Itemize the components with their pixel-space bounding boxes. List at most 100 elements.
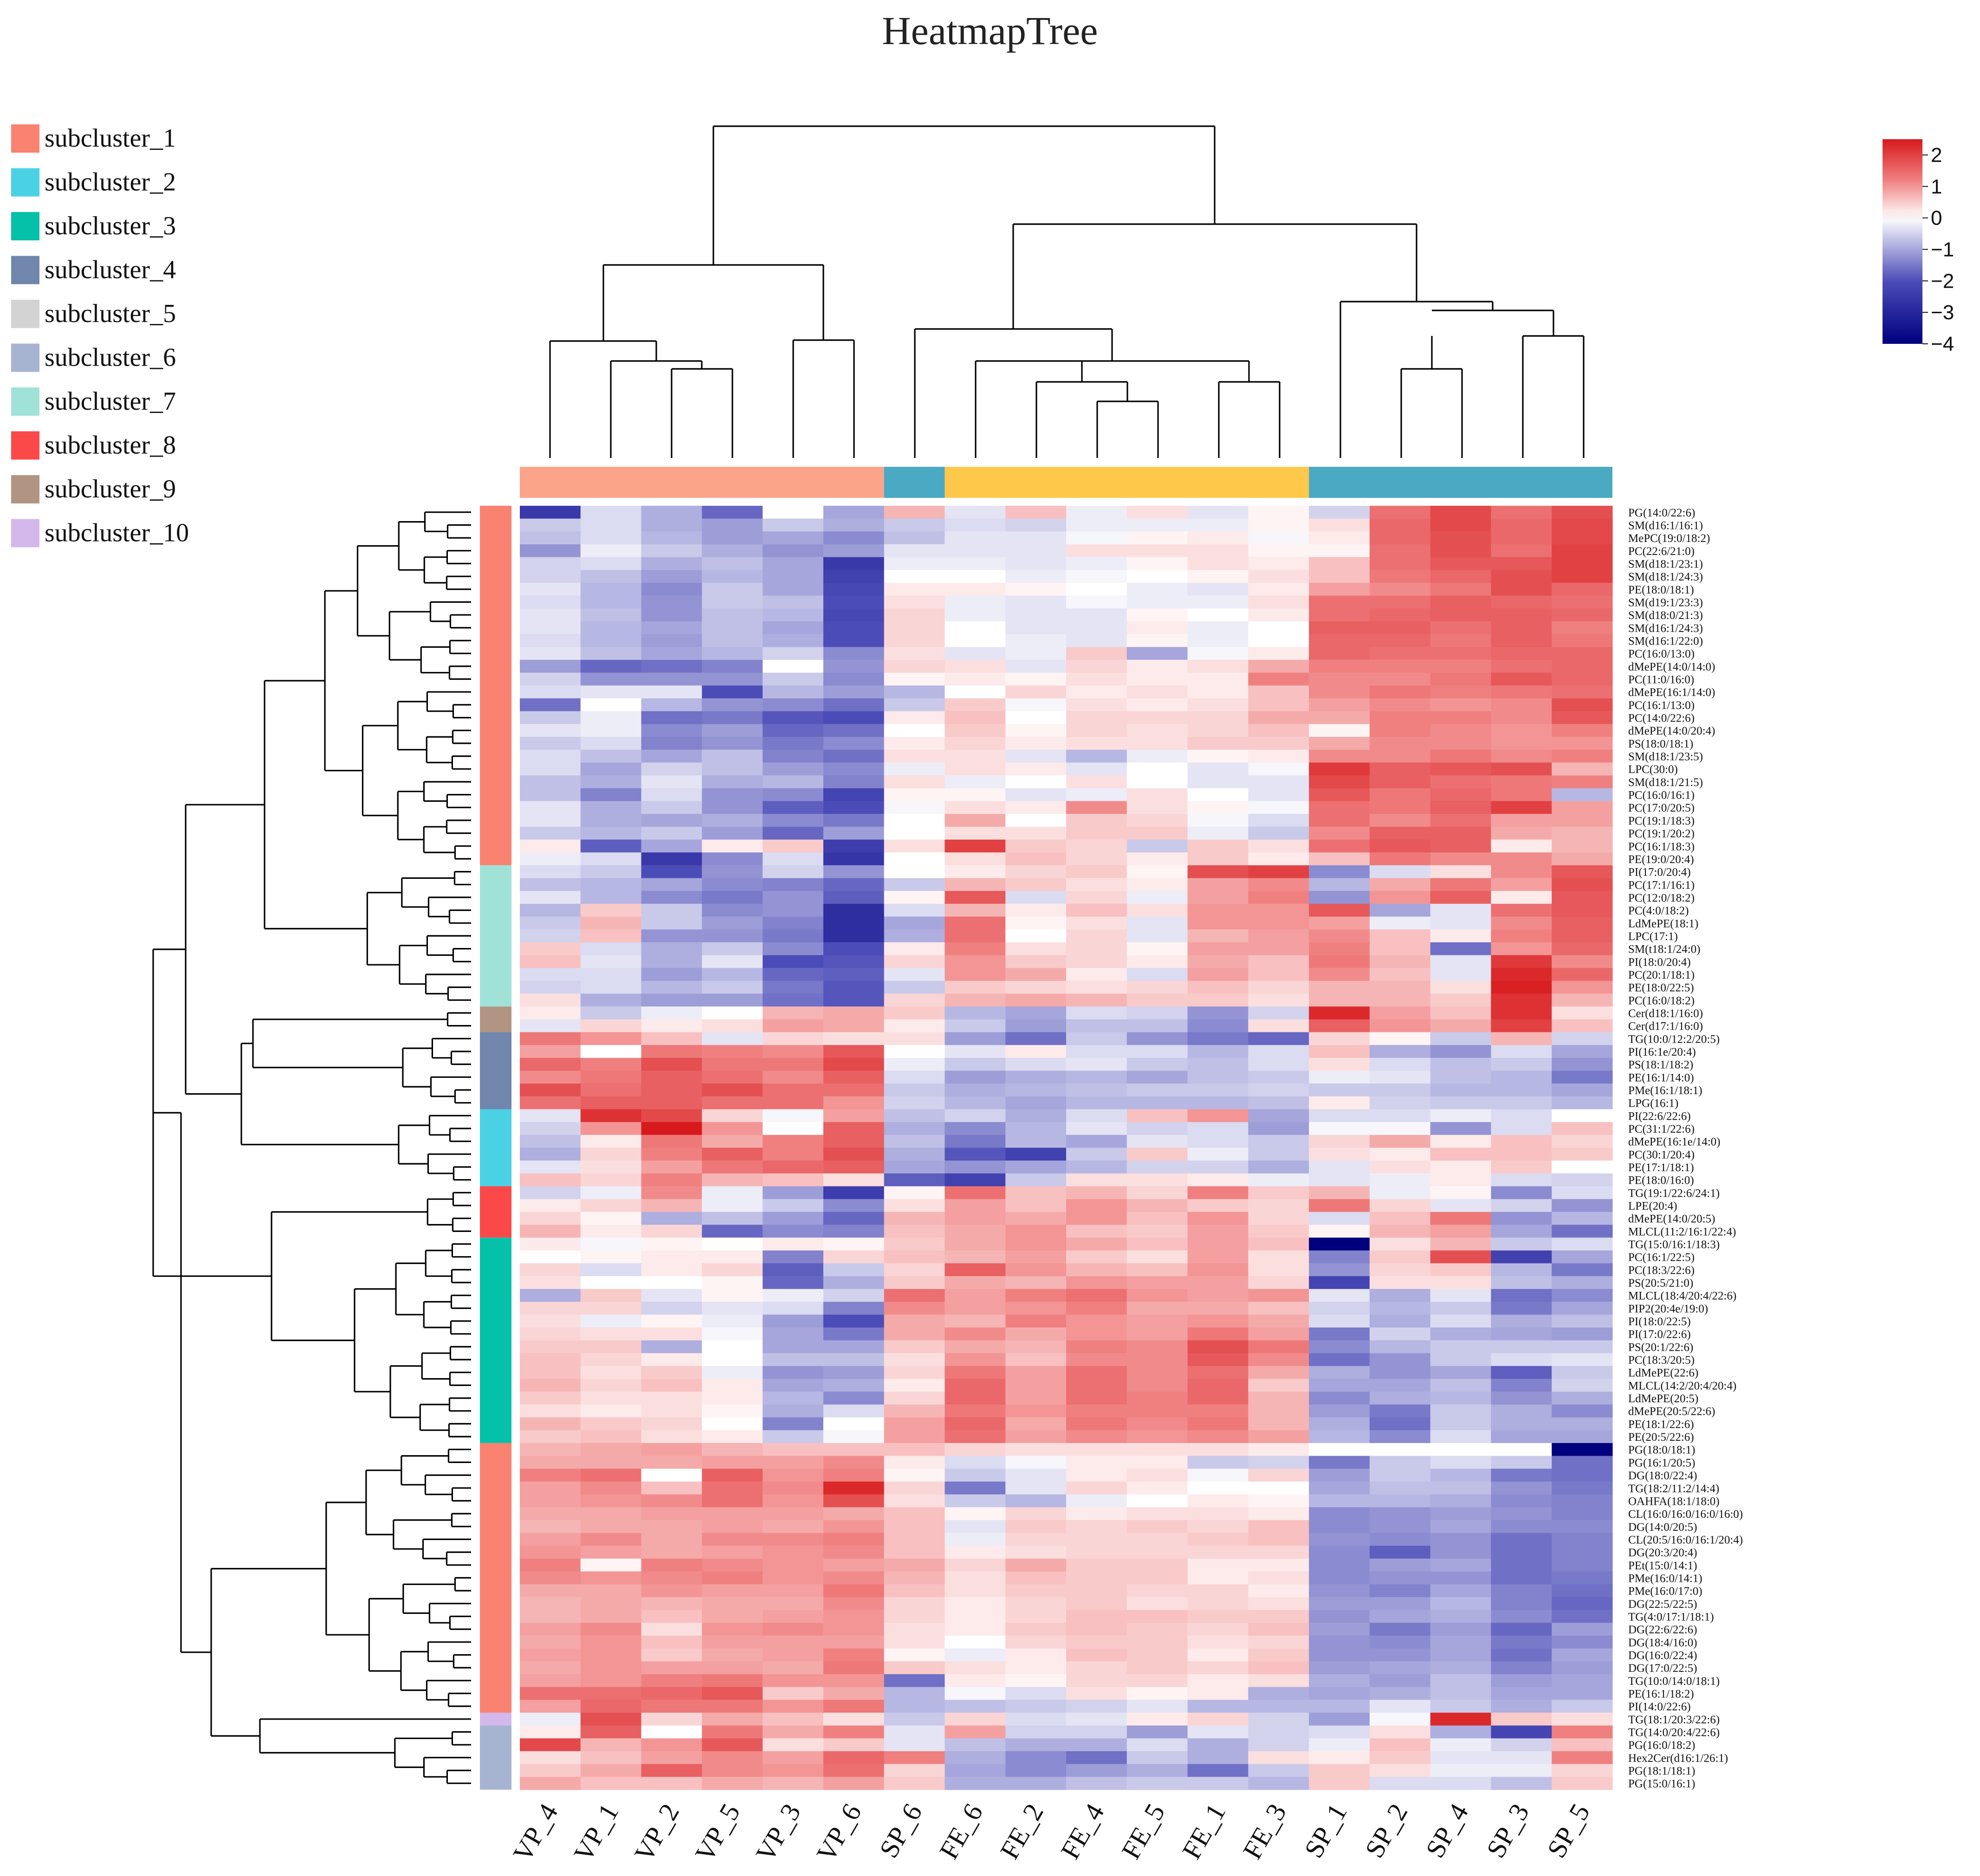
heatmap-cell [1491,1712,1552,1726]
heatmap-cell [1005,1469,1067,1482]
row-label: SM(d16:1/24:3) [1628,622,1703,635]
heatmap-cell [945,1302,1006,1315]
heatmap-cell [1309,1263,1370,1276]
heatmap-cell [1369,762,1431,776]
heatmap-cell [823,1610,885,1623]
heatmap-cell [1066,1135,1127,1148]
heatmap-cell [1430,1109,1492,1122]
heatmap-cell [1187,1302,1249,1315]
heatmap-cell [1066,814,1127,827]
heatmap-cell [1066,852,1127,866]
heatmap-cell [1005,1353,1067,1367]
heatmap-cell [1491,891,1552,904]
heatmap-cell [580,749,642,763]
heatmap-cell [1005,1250,1067,1264]
heatmap-cell [1005,1725,1067,1739]
heatmap-cell [884,1430,945,1444]
heatmap-cell [884,1648,945,1662]
heatmap-cell [1248,1712,1309,1726]
heatmap-cell [1187,1404,1249,1418]
heatmap-cell [1552,570,1613,583]
row-label: DG(22:5/22:5) [1628,1598,1697,1611]
heatmap-cell [1309,878,1370,891]
heatmap-cell [945,531,1006,545]
heatmap-cell [823,544,885,558]
heatmap-cell [1126,929,1188,943]
heatmap-cell [1187,1212,1249,1225]
heatmap-cell [641,1597,702,1611]
heatmap-cell [641,1019,702,1033]
heatmap-cell [1005,685,1067,699]
heatmap-cell [1309,1443,1370,1457]
heatmap-cell [1066,993,1127,1007]
heatmap-cell [641,762,702,776]
heatmap-cell [702,1070,763,1084]
heatmap-cell [1005,724,1067,737]
heatmap-cell [763,1083,824,1097]
heatmap-cell [1005,1096,1067,1110]
heatmap-cell [1187,724,1249,737]
heatmap-cell [1248,1635,1309,1649]
heatmap-cell [884,1225,945,1238]
heatmap-cell [1552,1340,1613,1354]
heatmap-cell [763,955,824,968]
heatmap-cell [1126,518,1188,532]
heatmap-cell [520,788,581,802]
heatmap-cell [763,1520,824,1534]
heatmap-cell [1187,852,1249,866]
heatmap-cell [1430,1533,1492,1546]
heatmap-cell [1552,1764,1613,1777]
heatmap-cell [1005,1443,1067,1457]
heatmap-cell [823,1302,885,1315]
heatmap-cell [1430,916,1492,930]
heatmap-cell [1126,1700,1188,1713]
heatmap-cell [1309,1199,1370,1212]
heatmap-cell [1309,1712,1370,1726]
heatmap-cell [1309,1006,1370,1020]
heatmap-cell [520,1558,581,1572]
row-label: PG(14:0/22:6) [1628,507,1695,519]
heatmap-cell [823,1404,885,1418]
heatmap-cell [580,1070,642,1084]
heatmap-cell [1309,1648,1370,1662]
heatmap-cell [884,788,945,802]
heatmap-cell [1369,955,1431,968]
heatmap-cell [520,762,581,776]
heatmap-cell [580,1430,642,1444]
legend-swatch [11,431,39,460]
heatmap-cell [520,1379,581,1392]
heatmap-cell [641,878,702,891]
heatmap-cell [1248,1199,1309,1212]
heatmap-cell [1369,660,1431,673]
heatmap-cell [884,762,945,776]
heatmap-cell [884,608,945,622]
heatmap-cell [1552,1315,1613,1328]
heatmap-cell [823,1712,885,1726]
heatmap-cell [641,1456,702,1469]
heatmap-cell [1552,1006,1613,1020]
heatmap-cell [1491,1212,1552,1225]
heatmap-cell [1369,1764,1431,1777]
heatmap-cell [1005,1070,1067,1084]
heatmap-cell [1248,1443,1309,1457]
heatmap-cell [520,865,581,879]
heatmap-cell [1248,583,1309,596]
heatmap-cell [520,1404,581,1418]
heatmap-cell [763,929,824,943]
heatmap-cell [702,1725,763,1739]
heatmap-cell [1066,891,1127,904]
heatmap-cell [1187,1648,1249,1662]
heatmap-cell [520,570,581,583]
heatmap-cell [580,1327,642,1341]
heatmap-cell [884,1070,945,1084]
heatmap-cell [1491,595,1552,609]
heatmap-cell [1491,506,1552,519]
heatmap-cell [1126,852,1188,866]
heatmap-cell [1430,1006,1492,1020]
heatmap-cell [1552,1225,1613,1238]
heatmap-cell [1005,570,1067,583]
heatmap-cell [580,1109,642,1122]
heatmap-cell [884,1212,945,1225]
heatmap-cell [1309,1173,1370,1187]
